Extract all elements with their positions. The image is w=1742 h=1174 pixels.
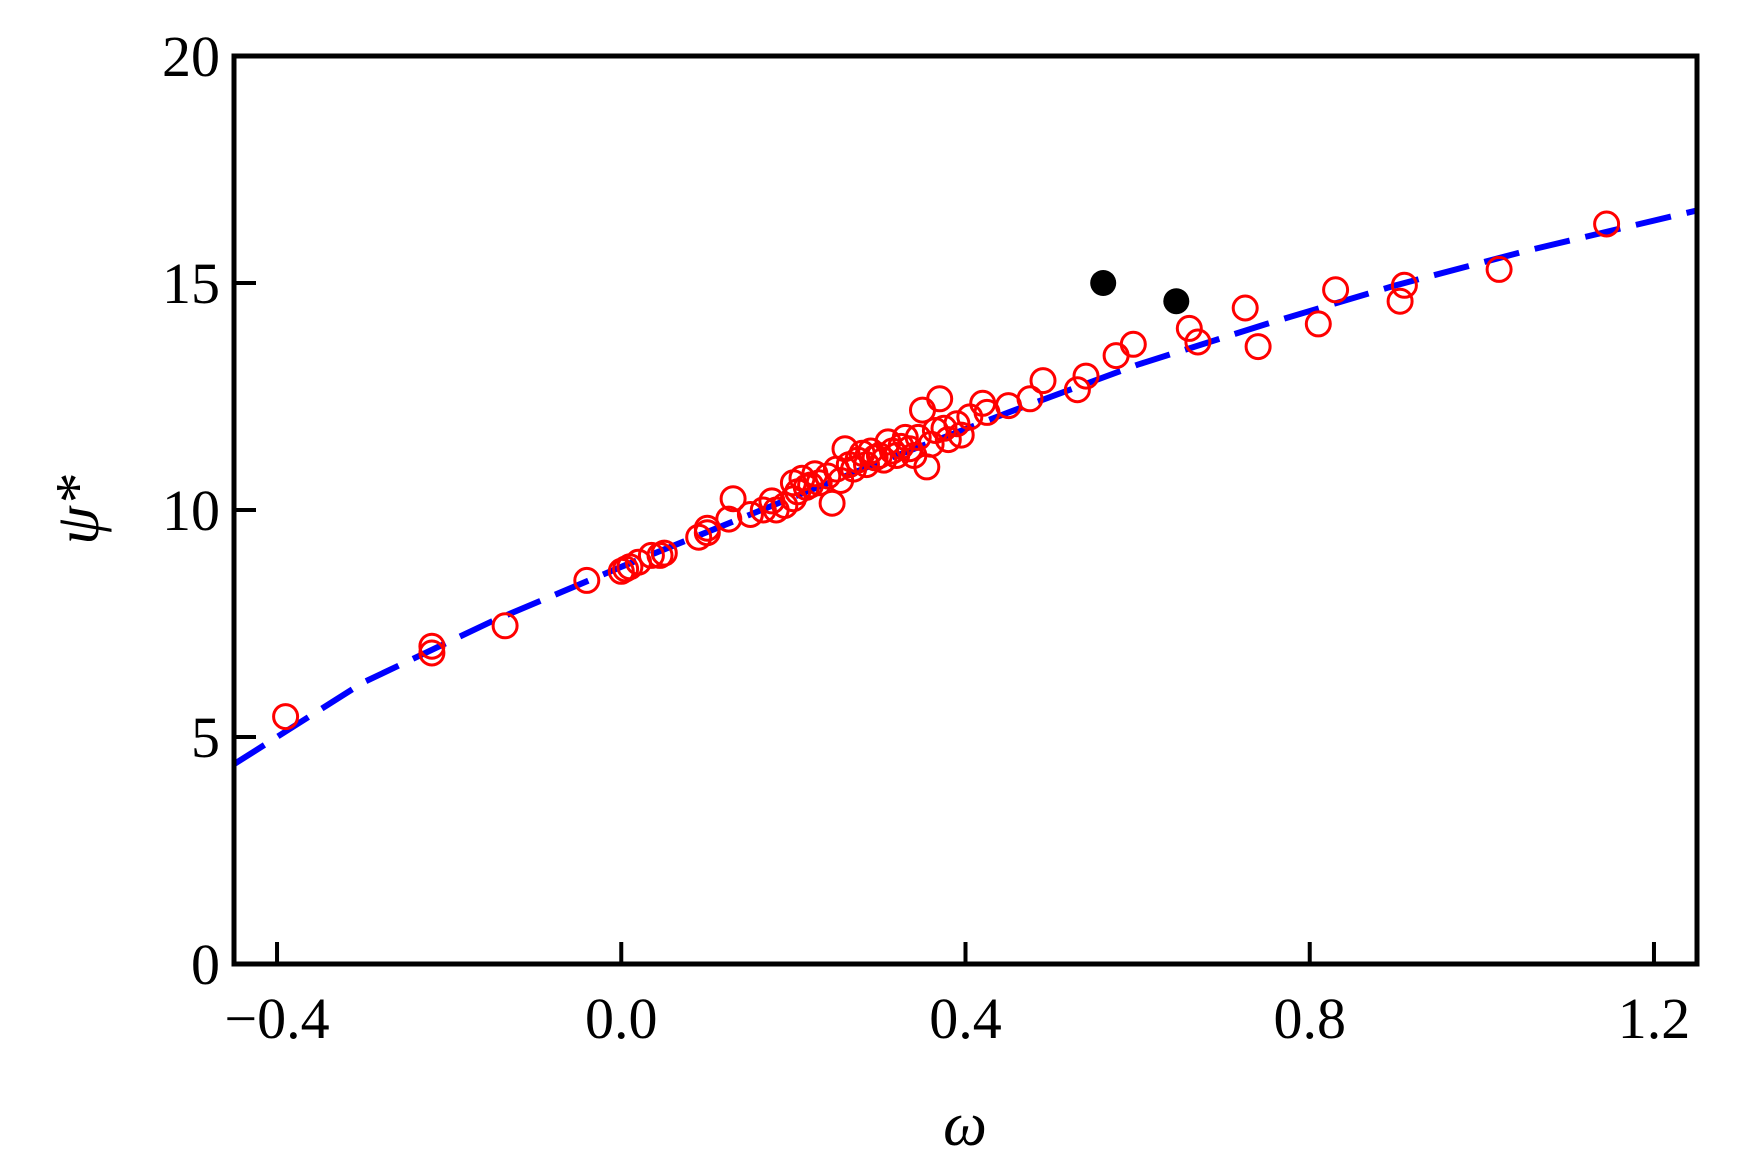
x-tick-label: 0.4 <box>929 986 1002 1051</box>
data-point-open <box>805 469 833 497</box>
data-point-open <box>934 426 962 454</box>
data-point-open <box>650 539 678 567</box>
data-point-open <box>1322 276 1350 304</box>
data-point-open <box>1390 271 1418 299</box>
x-tick-label: −0.4 <box>224 986 329 1051</box>
data-point-open <box>904 423 932 451</box>
data-point-filled <box>1090 270 1117 296</box>
plot-area <box>232 207 1698 767</box>
data-point-open <box>1029 367 1057 395</box>
y-tick-label: 0 <box>191 932 220 997</box>
data-point-open <box>814 462 842 490</box>
y-tick-label: 10 <box>162 478 220 543</box>
data-point-open <box>1485 255 1513 283</box>
axis-ticks: −0.4 0.0 0.4 0.8 1.2 0 5 10 15 20 <box>162 24 1690 1051</box>
data-point-open <box>1119 330 1147 358</box>
x-tick-label: 0.8 <box>1273 986 1346 1051</box>
data-point-open <box>272 703 300 731</box>
data-point-open <box>749 496 777 524</box>
data-point-open <box>818 489 846 517</box>
fit-line <box>232 207 1698 767</box>
y-tick-label: 15 <box>162 251 220 316</box>
x-tick-label: 0.0 <box>585 986 658 1051</box>
y-tick-label: 5 <box>191 705 220 770</box>
data-point-open <box>1244 333 1272 361</box>
data-point-open <box>573 566 601 594</box>
plot-frame <box>231 53 1700 967</box>
data-point-open <box>930 414 958 442</box>
x-axis-label: ω <box>943 1091 987 1159</box>
data-point-open <box>719 485 747 513</box>
data-point-open <box>1102 342 1130 370</box>
y-axis-label-group: ψ* <box>44 475 112 545</box>
data-point-open <box>1016 385 1044 413</box>
data-point-open <box>736 501 764 528</box>
data-point-open <box>491 612 519 640</box>
data-point-open <box>1231 294 1259 322</box>
x-tick-label: 1.2 <box>1618 986 1691 1051</box>
y-tick-label: 20 <box>162 24 220 89</box>
data-point-open <box>1593 210 1621 238</box>
data-point-open <box>1072 362 1100 390</box>
data-point-open <box>1386 287 1414 315</box>
data-point-open <box>418 632 446 660</box>
data-point-open <box>943 410 971 438</box>
data-point-open <box>637 541 665 569</box>
data-point-open <box>1063 376 1091 404</box>
data-point-open <box>870 446 898 474</box>
data-point-open <box>1304 310 1332 338</box>
data-point-open <box>926 385 954 413</box>
data-point-open <box>1175 314 1203 342</box>
data-point-open <box>1184 328 1212 356</box>
data-point-open <box>418 639 446 667</box>
data-point-filled <box>1163 288 1190 315</box>
y-axis-label: ψ* <box>44 475 112 545</box>
